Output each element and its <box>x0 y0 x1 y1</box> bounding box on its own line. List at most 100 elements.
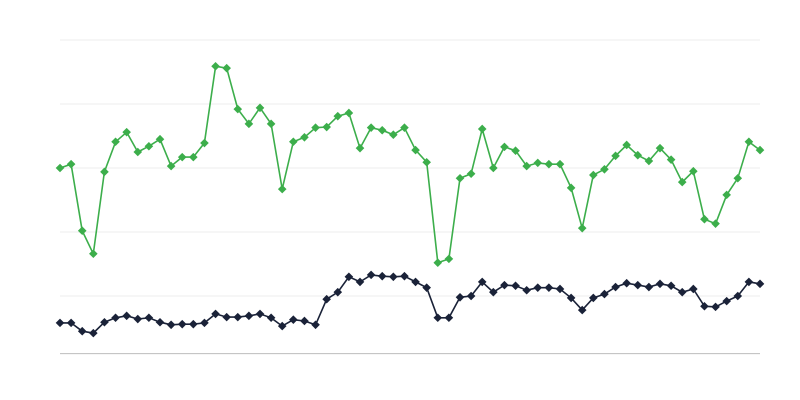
point-marker <box>455 173 465 183</box>
point-marker <box>155 134 165 144</box>
point-marker <box>66 318 76 328</box>
point-marker <box>455 292 465 302</box>
point-marker <box>311 123 320 132</box>
point-marker <box>611 282 620 292</box>
point-marker <box>133 147 143 157</box>
point-marker <box>77 226 87 236</box>
point-marker <box>566 183 576 193</box>
point-marker <box>344 272 354 282</box>
point-marker <box>755 145 765 155</box>
point-marker <box>577 305 587 315</box>
point-marker <box>677 177 687 187</box>
point-marker <box>211 309 220 319</box>
point-marker <box>444 254 454 264</box>
point-marker <box>477 124 487 134</box>
point-marker <box>355 143 365 153</box>
point-marker <box>500 142 509 152</box>
point-marker <box>289 315 298 324</box>
point-marker <box>633 150 643 160</box>
point-marker <box>289 137 298 147</box>
point-marker <box>255 103 265 113</box>
point-marker <box>666 281 676 291</box>
point-marker <box>655 279 665 289</box>
point-marker <box>411 277 420 287</box>
point-marker <box>311 320 320 330</box>
point-marker <box>600 289 609 299</box>
point-marker <box>111 137 120 147</box>
point-marker <box>122 311 131 321</box>
point-marker <box>400 123 409 132</box>
point-marker <box>89 328 98 338</box>
point-marker <box>277 184 287 194</box>
point-marker <box>100 167 109 177</box>
point-marker <box>77 326 87 336</box>
point-marker <box>666 155 676 164</box>
point-marker <box>544 283 554 292</box>
point-marker <box>566 293 576 303</box>
point-marker <box>244 311 254 321</box>
point-marker <box>322 122 331 132</box>
point-marker <box>544 159 554 169</box>
point-marker <box>89 249 98 259</box>
point-marker <box>122 127 131 137</box>
point-marker <box>177 319 187 329</box>
point-marker <box>55 163 65 173</box>
point-marker <box>389 130 398 140</box>
point-marker <box>411 145 420 155</box>
point-marker <box>511 146 520 156</box>
point-marker <box>622 278 631 288</box>
point-marker <box>144 313 154 323</box>
point-marker <box>589 170 598 180</box>
point-marker <box>200 138 209 148</box>
point-marker <box>200 318 209 328</box>
point-marker <box>644 282 654 292</box>
point-marker <box>377 271 387 281</box>
point-marker <box>711 219 720 228</box>
point-marker <box>633 280 643 290</box>
point-marker <box>266 119 276 129</box>
point-marker <box>522 161 531 171</box>
point-marker <box>111 313 120 323</box>
point-marker <box>300 132 309 142</box>
point-marker <box>577 223 587 233</box>
point-marker <box>266 313 276 323</box>
point-marker <box>711 302 720 312</box>
point-marker <box>133 314 143 324</box>
point-marker <box>66 159 76 169</box>
point-marker <box>644 156 654 166</box>
point-marker <box>100 317 109 327</box>
point-marker <box>466 169 476 179</box>
point-marker <box>366 270 376 280</box>
series-line <box>59 65 761 264</box>
point-marker <box>500 280 509 290</box>
point-marker <box>733 173 743 183</box>
point-marker <box>611 151 620 161</box>
point-marker <box>511 281 520 291</box>
point-marker <box>244 119 254 129</box>
point-marker <box>533 158 543 168</box>
point-marker <box>689 284 698 294</box>
point-marker <box>722 190 731 200</box>
point-marker <box>422 157 431 167</box>
point-marker <box>744 137 754 147</box>
point-marker <box>466 291 476 301</box>
point-marker <box>755 279 765 289</box>
point-marker <box>233 312 243 322</box>
point-marker <box>589 293 598 303</box>
point-marker <box>177 152 187 162</box>
point-marker <box>700 301 709 311</box>
point-marker <box>233 104 243 114</box>
point-marker <box>489 287 498 297</box>
point-marker <box>189 152 198 162</box>
point-marker <box>422 283 431 292</box>
point-marker <box>166 320 176 330</box>
point-marker <box>300 316 309 326</box>
point-marker <box>255 309 265 319</box>
point-marker <box>222 312 231 322</box>
point-marker <box>222 63 231 73</box>
point-marker <box>400 271 409 281</box>
point-marker <box>155 317 165 327</box>
point-marker <box>377 125 387 135</box>
point-marker <box>444 313 454 323</box>
